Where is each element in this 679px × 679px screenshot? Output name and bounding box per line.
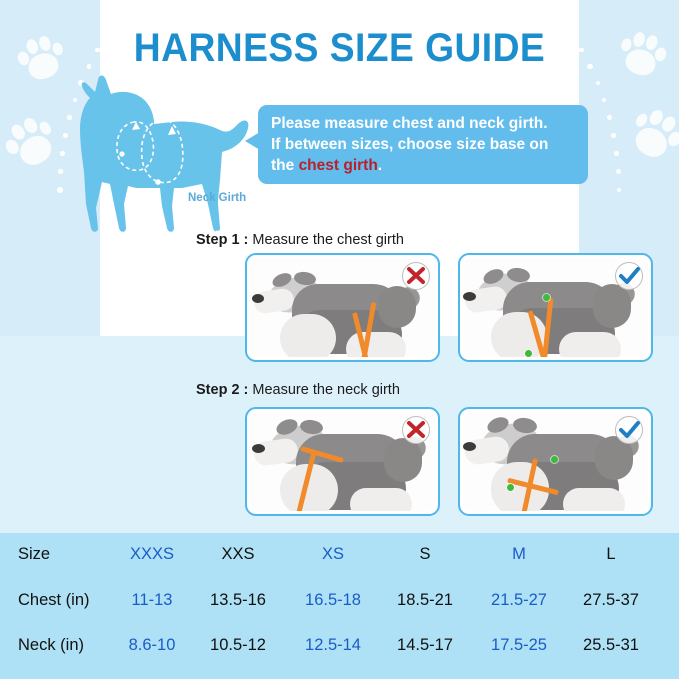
table-column-header: XS xyxy=(321,545,345,563)
dog-silhouette-diagram: Neck Girth Chest Girth xyxy=(62,72,267,240)
plush-dog-image xyxy=(463,412,648,511)
bubble-line-3-pre: the xyxy=(271,157,299,174)
check-mark-badge xyxy=(615,416,643,444)
dog-photo xyxy=(463,258,648,357)
photo-panel-chest-wrong xyxy=(245,253,440,362)
cross-mark-badge xyxy=(402,416,430,444)
dog-photo xyxy=(250,258,435,357)
check-mark-badge xyxy=(615,262,643,290)
chest-girth-label: Chest Girth xyxy=(199,228,262,240)
page-title: HARNESS SIZE GUIDE xyxy=(133,26,546,70)
table-column-header: XXS xyxy=(221,545,255,563)
table-row-neck: Neck (in) 8.6-10 10.5-12 12.5-14 14.5-17 17.5… xyxy=(0,636,679,678)
dog-photo xyxy=(463,412,648,511)
step-2-caption: Step 2 : Measure the neck girth xyxy=(196,382,400,398)
cross-icon xyxy=(407,421,425,438)
neck-girth-label: Neck Girth xyxy=(188,192,247,204)
step-1-text: Measure the chest girth xyxy=(248,232,404,248)
table-cell: 14.5-17 xyxy=(397,636,453,654)
background-table-band xyxy=(0,533,679,679)
plush-dog-image xyxy=(250,258,435,357)
photo-panel-chest-right xyxy=(458,253,653,362)
bubble-line-1: Please measure chest and neck girth. xyxy=(271,115,548,132)
step-1-number: Step 1 : xyxy=(196,232,249,248)
plush-dog-image xyxy=(250,412,435,511)
table-cell: 8.6-10 xyxy=(128,636,176,654)
cross-icon xyxy=(407,267,425,284)
table-cell: 21.5-27 xyxy=(491,591,547,609)
table-column-header: L xyxy=(606,545,616,563)
cross-mark-badge xyxy=(402,262,430,290)
dotted-arc-right xyxy=(339,0,679,340)
speech-bubble-tail xyxy=(245,132,260,150)
table-cell: 13.5-16 xyxy=(210,591,266,609)
check-icon xyxy=(619,421,640,438)
step-1-caption: Step 1 : Measure the chest girth xyxy=(196,232,404,248)
table-cell: 25.5-31 xyxy=(583,636,639,654)
dog-silhouette-icon xyxy=(80,75,249,232)
step-2-number: Step 2 : xyxy=(196,382,249,398)
table-row-header: Size XXXS XXS XS S M L xyxy=(0,545,679,587)
table-column-header: M xyxy=(512,545,526,563)
table-cell: 18.5-21 xyxy=(397,591,453,609)
photo-panel-neck-wrong xyxy=(245,407,440,516)
table-cell: 27.5-37 xyxy=(583,591,639,609)
table-cell: 16.5-18 xyxy=(305,591,361,609)
table-row-label: Neck (in) xyxy=(18,636,85,654)
table-row-chest: Chest (in) 11-13 13.5-16 16.5-18 18.5-21 21.5… xyxy=(0,591,679,633)
dotted-arc-left xyxy=(0,0,340,340)
photo-panel-neck-right xyxy=(458,407,653,516)
step-2-text: Measure the neck girth xyxy=(248,382,400,398)
instruction-bubble: Please measure chest and neck girth. If … xyxy=(258,105,588,184)
table-column-header: S xyxy=(419,545,431,563)
bubble-line-3-post: . xyxy=(377,157,383,174)
check-icon xyxy=(619,267,640,284)
table-column-header: XXXS xyxy=(129,545,175,563)
table-cell: 17.5-25 xyxy=(491,636,547,654)
bubble-line-3: the chest girth. xyxy=(271,155,576,176)
table-cell: 12.5-14 xyxy=(305,636,361,654)
chest-girth-highlight: chest girth xyxy=(298,157,378,174)
dog-photo xyxy=(250,412,435,511)
size-table: Size XXXS XXS XS S M L Chest (in) 11-13 13.5-16 1… xyxy=(0,533,679,679)
table-row-label: Chest (in) xyxy=(18,591,90,609)
plush-dog-image xyxy=(463,258,648,357)
bubble-line-2: If between sizes, choose size base on xyxy=(271,136,549,153)
table-cell: 11-13 xyxy=(131,591,173,609)
table-row-label: Size xyxy=(18,545,51,563)
table-cell: 10.5-12 xyxy=(210,636,266,654)
